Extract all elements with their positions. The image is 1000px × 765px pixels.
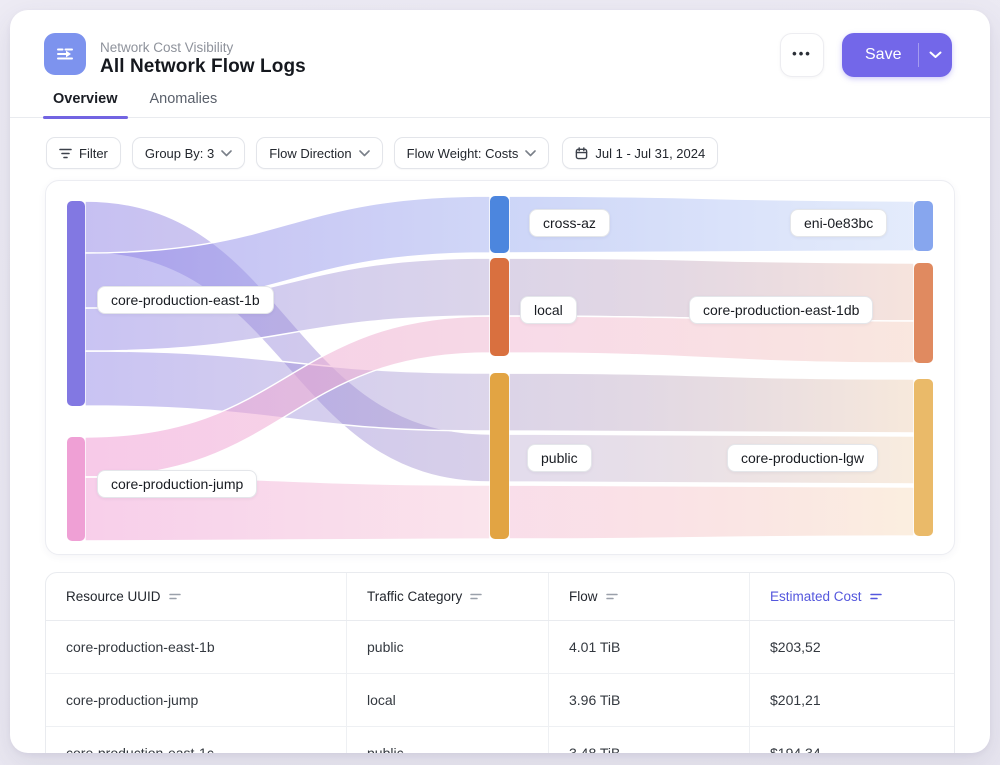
sankey-node-cross-az[interactable] bbox=[490, 196, 509, 253]
page-title: All Network Flow Logs bbox=[100, 56, 306, 77]
filter-bar: Filter Group By: 3 Flow Direction Flow W… bbox=[46, 137, 719, 169]
chevron-down-icon bbox=[525, 149, 537, 156]
app-window: Network Cost Visibility All Network Flow… bbox=[10, 10, 990, 753]
tab-bar: Overview Anomalies bbox=[10, 88, 990, 119]
more-actions-button[interactable]: ••• bbox=[780, 33, 824, 77]
column-header-flow[interactable]: Flow bbox=[548, 573, 749, 620]
cell-traffic-category: public bbox=[346, 727, 548, 753]
date-range-picker[interactable]: Jul 1 - Jul 31, 2024 bbox=[562, 137, 719, 169]
cell-traffic-category: public bbox=[346, 621, 548, 673]
sankey-node-core-production-lgw[interactable] bbox=[914, 379, 933, 536]
group-by-label: Group By: 3 bbox=[144, 145, 215, 161]
cell-resource-uuid: core-production-east-1c bbox=[66, 745, 214, 753]
filter-lines-icon bbox=[59, 148, 72, 158]
flow-logs-icon bbox=[44, 33, 86, 75]
sankey-flow-band[interactable] bbox=[508, 372, 915, 434]
save-dropdown-toggle[interactable] bbox=[919, 51, 952, 59]
cell-flow: 4.01 TiB bbox=[548, 621, 749, 673]
sankey-node-label-core-production-east-1db[interactable]: core-production-east-1db bbox=[689, 296, 874, 324]
chevron-down-icon bbox=[358, 149, 370, 156]
flow-table-card: Resource UUID Traffic Category Flow Esti… bbox=[45, 572, 955, 753]
sort-icon[interactable] bbox=[605, 592, 619, 601]
tab-overview[interactable]: Overview bbox=[43, 88, 127, 119]
ellipsis-icon: ••• bbox=[792, 45, 812, 61]
cell-flow: 3.48 TiB bbox=[548, 727, 749, 753]
sankey-node-label-eni-0e83bc[interactable]: eni-0e83bc bbox=[790, 209, 888, 237]
sankey-node-label-core-production-east-1b[interactable]: core-production-east-1b bbox=[97, 286, 274, 314]
cell-estimated-cost: $203,52 bbox=[749, 621, 954, 673]
sankey-node-core-production-jump[interactable] bbox=[67, 437, 85, 541]
save-button-label: Save bbox=[865, 46, 902, 63]
date-range-label: Jul 1 - Jul 31, 2024 bbox=[595, 145, 706, 161]
table-row[interactable]: core-production-east-1c public 3.48 TiB … bbox=[46, 727, 954, 753]
column-header-estimated-cost[interactable]: Estimated Cost bbox=[749, 573, 954, 620]
breadcrumb-subtitle: Network Cost Visibility bbox=[100, 40, 234, 55]
flow-direction-label: Flow Direction bbox=[269, 145, 352, 161]
tab-anomalies[interactable]: Anomalies bbox=[149, 91, 218, 107]
sankey-flow-band[interactable] bbox=[84, 315, 491, 478]
group-by-dropdown[interactable]: Group By: 3 bbox=[131, 137, 246, 169]
cell-resource-uuid: core-production-jump bbox=[66, 692, 199, 708]
filter-button[interactable]: Filter bbox=[46, 137, 121, 169]
chevron-down-icon bbox=[221, 149, 233, 156]
sankey-node-eni-0e83bc[interactable] bbox=[914, 201, 933, 251]
chevron-down-icon bbox=[929, 51, 942, 58]
flow-direction-dropdown[interactable]: Flow Direction bbox=[256, 137, 383, 169]
sankey-node-label-cross-az[interactable]: cross-az bbox=[529, 209, 610, 237]
sankey-node-public[interactable] bbox=[490, 373, 509, 539]
cell-estimated-cost: $201,21 bbox=[749, 674, 954, 726]
sankey-node-label-core-production-jump[interactable]: core-production-jump bbox=[97, 470, 258, 498]
calendar-icon bbox=[576, 146, 588, 159]
cell-flow: 3.96 TiB bbox=[548, 674, 749, 726]
sankey-node-local[interactable] bbox=[490, 258, 509, 356]
table-row[interactable]: core-production-east-1b public 4.01 TiB … bbox=[46, 621, 954, 674]
sankey-flow-band[interactable] bbox=[508, 315, 915, 364]
sort-icon[interactable] bbox=[168, 592, 182, 601]
button-divider bbox=[918, 43, 920, 67]
column-header-resource-uuid[interactable]: Resource UUID bbox=[46, 573, 346, 620]
table-row[interactable]: core-production-jump local 3.96 TiB $201… bbox=[46, 674, 954, 727]
sankey-node-label-public[interactable]: public bbox=[527, 444, 592, 472]
column-header-traffic-category[interactable]: Traffic Category bbox=[346, 573, 548, 620]
table-header-row: Resource UUID Traffic Category Flow Esti… bbox=[46, 573, 954, 621]
cell-traffic-category: local bbox=[346, 674, 548, 726]
sort-icon-active[interactable] bbox=[869, 592, 883, 601]
cell-resource-uuid: core-production-east-1b bbox=[66, 639, 215, 655]
sankey-node-core-production-east-1db[interactable] bbox=[914, 263, 933, 363]
filter-button-label: Filter bbox=[79, 145, 108, 161]
cell-estimated-cost: $194,34 bbox=[749, 727, 954, 753]
flow-weight-dropdown[interactable]: Flow Weight: Costs bbox=[393, 137, 550, 169]
sankey-node-core-production-east-1b[interactable] bbox=[67, 201, 85, 406]
sankey-node-label-core-production-lgw[interactable]: core-production-lgw bbox=[727, 444, 878, 472]
save-button[interactable]: Save bbox=[842, 33, 952, 77]
sort-icon[interactable] bbox=[470, 592, 483, 601]
flow-weight-label: Flow Weight: Costs bbox=[406, 145, 519, 161]
sankey-node-label-local[interactable]: local bbox=[520, 296, 577, 324]
sankey-flow-band[interactable] bbox=[508, 484, 915, 540]
sankey-chart-card: core-production-east-1b core-production-j… bbox=[45, 180, 955, 555]
